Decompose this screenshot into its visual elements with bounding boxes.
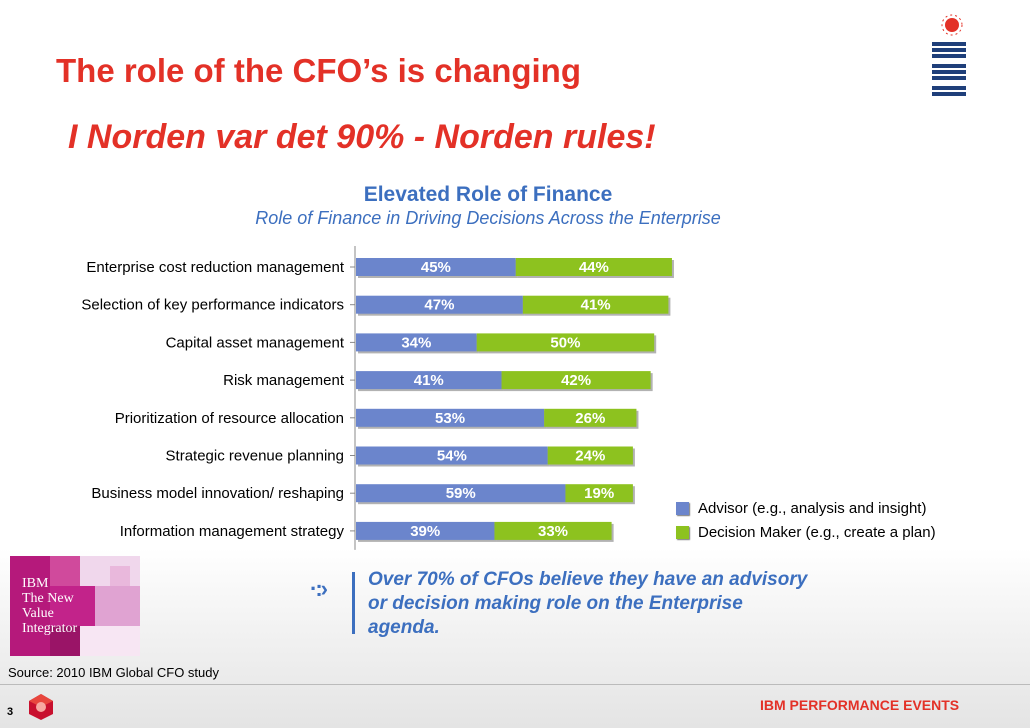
background-band [0, 548, 1030, 728]
data-label: 44% [579, 259, 609, 276]
bar-decision-maker [515, 258, 672, 276]
data-label: 50% [550, 334, 580, 351]
chart-subtitle: Role of Finance in Driving Decisions Acr… [255, 208, 721, 228]
data-label: 33% [538, 523, 568, 540]
legend-item-decision-maker: Decision Maker (e.g., create a plan) [676, 520, 936, 544]
data-label: 47% [424, 297, 454, 314]
study-book-cover: IBM The New Value Integrator [10, 556, 140, 656]
data-label: 42% [561, 372, 591, 389]
category-label: Information management strategy [120, 523, 345, 540]
data-label: 54% [437, 448, 467, 465]
legend-item-advisor: Advisor (e.g., analysis and insight) [676, 496, 936, 520]
book-cover-pattern [10, 556, 140, 656]
chart-legend: Advisor (e.g., analysis and insight) Dec… [676, 496, 936, 544]
bar-decision-maker [547, 446, 633, 465]
cube-icon [29, 694, 53, 720]
legend-label-decision-maker: Decision Maker (e.g., create a plan) [698, 523, 936, 541]
data-label: 41% [581, 297, 611, 314]
footer-divider [0, 684, 1030, 685]
bar-decision-maker [522, 295, 669, 314]
bar-advisor [356, 446, 548, 465]
source-note: Source: 2010 IBM Global CFO study [8, 665, 219, 680]
data-label: 26% [575, 410, 605, 427]
chart-title: Elevated Role of Finance [363, 183, 613, 206]
bar-advisor [356, 258, 516, 276]
category-label: Selection of key performance indicators [81, 297, 344, 314]
legend-swatch-decision-maker [676, 525, 689, 539]
data-label: 34% [401, 334, 431, 351]
category-label: Business model innovation/ reshaping [91, 485, 344, 502]
slide-title: The role of the CFO’s is changing [56, 52, 581, 89]
bar-decision-maker [494, 521, 612, 540]
data-label: 24% [575, 448, 605, 465]
category-label: Risk management [223, 372, 345, 389]
category-label: Capital asset management [166, 334, 345, 351]
data-label: 53% [435, 410, 465, 427]
book-cover-title: IBM The New Value Integrator [22, 576, 78, 636]
category-label: Strategic revenue planning [166, 448, 344, 465]
bar-advisor [356, 371, 502, 390]
bar-advisor [356, 333, 477, 352]
bar-decision-maker [565, 484, 633, 503]
page-number: 3 [7, 706, 14, 718]
data-label: 39% [410, 523, 440, 540]
bar-advisor [356, 484, 566, 503]
callout-divider [352, 572, 355, 634]
bar-decision-maker [544, 408, 637, 427]
callout-arrow-icon: ·:› [310, 576, 328, 601]
slide-subtitle: I Norden var det 90% - Norden rules! [68, 118, 656, 156]
bar-decision-maker [501, 371, 651, 390]
category-label: Prioritization of resource allocation [115, 410, 344, 427]
legend-label-advisor: Advisor (e.g., analysis and insight) [698, 499, 927, 517]
bar-advisor [356, 295, 523, 314]
legend-swatch-advisor [676, 501, 689, 515]
footer-brand: IBM PERFORMANCE EVENTS [760, 697, 960, 713]
category-label: Enterprise cost reduction management [86, 259, 344, 276]
data-label: 45% [421, 259, 451, 276]
bar-decision-maker [476, 333, 655, 352]
data-label: 59% [446, 485, 476, 502]
bar-advisor [356, 521, 495, 540]
data-label: 19% [584, 485, 614, 502]
callout-text: Over 70% of CFOs believe they have an ad… [368, 569, 808, 638]
stacked-bar-chart: Enterprise cost reduction management 45% 4… [81, 246, 674, 550]
ibm-logo-icon [932, 14, 966, 96]
data-label: 41% [414, 372, 444, 389]
bar-advisor [356, 408, 545, 427]
